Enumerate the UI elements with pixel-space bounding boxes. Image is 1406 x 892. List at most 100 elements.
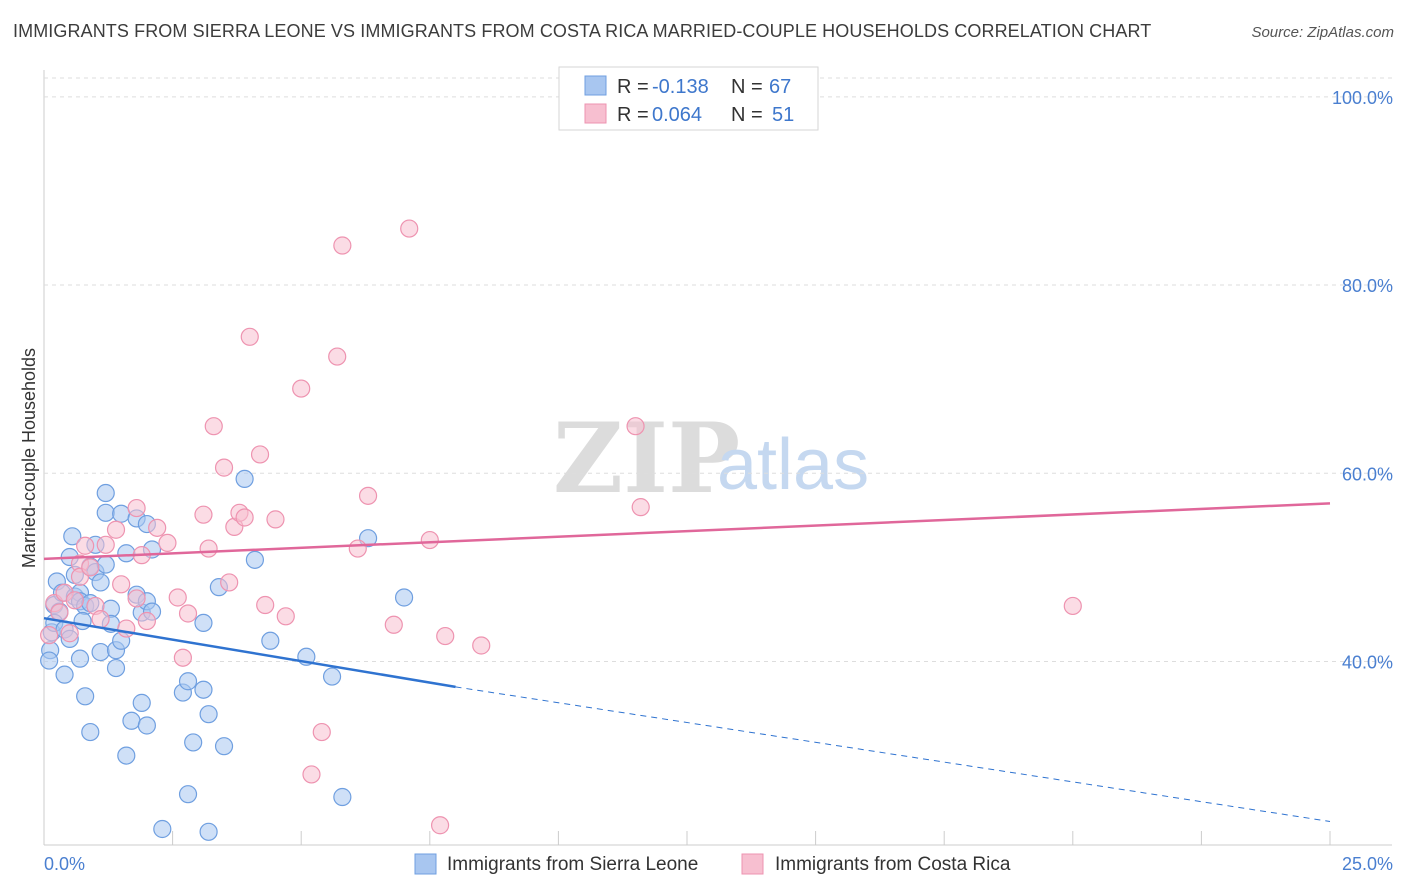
y-tick-label-1: 60.0% xyxy=(1342,464,1393,484)
sierra-leone-point-28 xyxy=(96,555,115,574)
y-axis-label: Married-couple Households xyxy=(19,348,39,568)
legend-swatch-sierra-leone xyxy=(584,75,607,96)
sierra-leone-point-66 xyxy=(394,588,414,607)
x-ticks xyxy=(43,831,1331,845)
costa-rica-point-48 xyxy=(436,626,455,646)
chart-title: IMMIGRANTS FROM SIERRA LEONE VS IMMIGRAN… xyxy=(13,21,1152,41)
legend-r-label-2: R = xyxy=(617,104,649,126)
costa-rica-point-22 xyxy=(168,588,187,607)
sierra-leone-point-60 xyxy=(235,469,254,489)
sierra-leone-point-27 xyxy=(91,642,110,662)
sierra-leone-point-62 xyxy=(261,631,280,650)
costa-rica-point-49 xyxy=(430,816,450,835)
costa-rica-trend-line xyxy=(43,502,1331,561)
sierra-leone-point-54 xyxy=(194,680,213,699)
y-tick-label-0: 40.0% xyxy=(1342,652,1393,672)
x-tick-label-0: 0.0% xyxy=(44,854,85,874)
series-legend-swatch-sierra-leone xyxy=(414,853,437,875)
sierra-leone-point-19 xyxy=(70,649,90,668)
costa-rica-point-5 xyxy=(65,591,84,610)
costa-rica-point-25 xyxy=(194,505,213,524)
sierra-leone-point-44 xyxy=(132,693,151,712)
stats-legend: R = -0.138 N = 67 R = 0.064 N = 51 xyxy=(558,66,819,131)
legend-r-label-1: R = xyxy=(617,76,649,98)
sierra-leone-point-61 xyxy=(245,550,265,569)
costa-rica-point-33 xyxy=(240,327,259,346)
watermark-atlas: atlas xyxy=(717,425,869,505)
sierra-leone-trend-line xyxy=(43,616,456,689)
y-tick-label-3: 100.0% xyxy=(1332,88,1393,108)
costa-rica-point-51 xyxy=(626,417,645,436)
sierra-leone-point-49 xyxy=(153,819,172,839)
sierra-leone-point-23 xyxy=(76,687,95,706)
series-legend: Immigrants from Sierra Leone Immigrants … xyxy=(414,853,1011,875)
legend-n-label-1: N = xyxy=(731,76,763,98)
trend-lines xyxy=(43,502,1331,822)
costa-rica-point-53 xyxy=(1063,596,1082,616)
costa-rica-point-52 xyxy=(631,498,650,517)
sierra-leone-trend-extension xyxy=(455,686,1331,822)
costa-rica-point-26 xyxy=(199,539,218,558)
sierra-leone-point-39 xyxy=(122,711,141,730)
costa-rica-point-40 xyxy=(312,722,331,742)
sierra-leone-point-65 xyxy=(333,787,352,807)
costa-rica-point-45 xyxy=(384,615,403,634)
costa-rica-point-35 xyxy=(256,595,275,615)
sierra-leone-point-38 xyxy=(117,746,136,765)
costa-rica-point-28 xyxy=(214,458,234,477)
y-tick-label-2: 80.0% xyxy=(1342,276,1393,296)
costa-rica-point-37 xyxy=(276,607,295,626)
costa-rica-point-17 xyxy=(127,589,146,608)
legend-r-value-1: -0.138 xyxy=(652,76,709,98)
sierra-leone-point-56 xyxy=(194,613,213,632)
sierra-leone-point-59 xyxy=(214,737,234,756)
sierra-leone-point-10 xyxy=(55,665,74,684)
sierra-leone-point-15 xyxy=(63,527,82,546)
legend-r-value-2: 0.064 xyxy=(652,104,702,126)
costa-rica-point-21 xyxy=(158,533,177,553)
costa-rica-point-44 xyxy=(358,486,378,505)
sierra-leone-point-37 xyxy=(117,544,136,563)
costa-rica-point-16 xyxy=(127,498,146,518)
costa-rica-point-29 xyxy=(220,573,239,592)
sierra-leone-point-18 xyxy=(73,611,92,631)
costa-rica-point-14 xyxy=(112,575,131,594)
sierra-leone-point-26 xyxy=(91,573,110,592)
costa-rica-point-20 xyxy=(148,518,167,537)
x-tick-labels: 0.0% 25.0% xyxy=(44,854,1393,874)
data-points xyxy=(40,219,1082,841)
costa-rica-point-43 xyxy=(348,539,367,558)
series-legend-label-sierra-leone: Immigrants from Sierra Leone xyxy=(447,854,698,875)
costa-rica-point-12 xyxy=(96,535,115,554)
sierra-leone-point-58 xyxy=(199,822,218,841)
costa-rica-point-50 xyxy=(472,636,491,655)
costa-rica-point-47 xyxy=(420,530,439,550)
costa-rica-point-4 xyxy=(60,624,79,643)
y-tick-labels: 40.0% 60.0% 80.0% 100.0% xyxy=(1332,88,1393,673)
series-legend-label-costa-rica: Immigrants from Costa Rica xyxy=(775,854,1011,875)
costa-rica-point-41 xyxy=(328,347,347,366)
costa-rica-point-36 xyxy=(266,510,285,529)
costa-rica-point-9 xyxy=(81,558,100,577)
costa-rica-point-15 xyxy=(117,619,136,638)
watermark-zip: ZIP xyxy=(553,402,740,515)
costa-rica-point-8 xyxy=(76,536,95,555)
series-legend-swatch-costa-rica xyxy=(741,853,764,875)
x-tick-label-1: 25.0% xyxy=(1342,854,1393,874)
sierra-leone-point-45 xyxy=(137,716,156,735)
sierra-leone-point-55 xyxy=(199,705,218,724)
legend-n-value-2: 51 xyxy=(772,104,794,126)
sierra-leone-point-33 xyxy=(106,658,126,678)
sierra-leone-point-2 xyxy=(40,651,59,670)
costa-rica-point-23 xyxy=(173,648,192,667)
costa-rica-point-27 xyxy=(204,417,223,436)
costa-rica-point-46 xyxy=(400,219,419,238)
sierra-leone-point-53 xyxy=(178,785,198,804)
costa-rica-point-24 xyxy=(178,604,198,623)
costa-rica-point-32 xyxy=(235,508,254,527)
costa-rica-point-39 xyxy=(302,765,321,784)
costa-rica-point-2 xyxy=(50,603,69,622)
costa-rica-point-19 xyxy=(137,611,156,631)
legend-n-value-1: 67 xyxy=(769,76,791,98)
